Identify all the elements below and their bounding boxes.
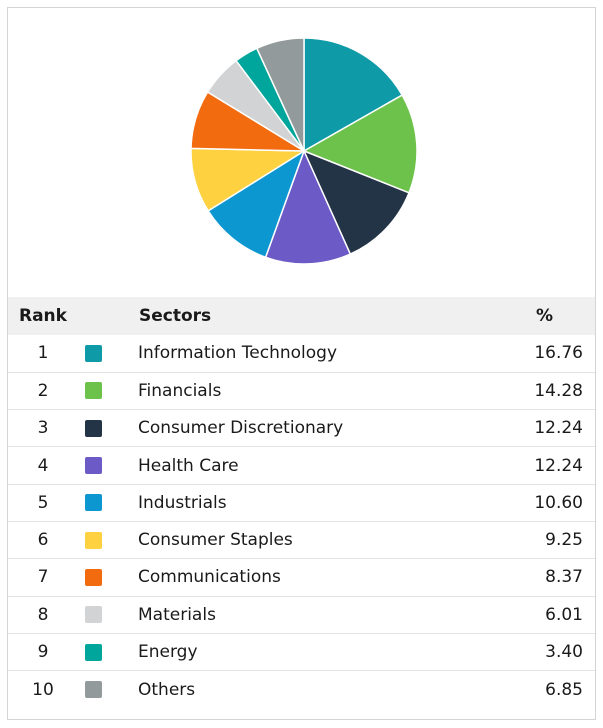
- row-rank: 3: [37, 418, 49, 439]
- table-row: 7 Communications 8.37: [8, 559, 595, 597]
- row-percent: 6.01: [545, 604, 583, 625]
- table-header-row: Rank Sectors %: [8, 297, 595, 335]
- row-percent: 6.85: [545, 679, 583, 700]
- row-swatch-cell: [78, 372, 138, 409]
- row-rank: 9: [37, 642, 49, 663]
- header-sectors: Sectors: [139, 306, 212, 326]
- legend-color-swatch: [85, 643, 102, 661]
- row-sector-name: Health Care: [138, 455, 239, 476]
- row-swatch-cell: [78, 596, 138, 633]
- row-percent: 9.25: [545, 530, 583, 551]
- row-sector-name: Materials: [138, 604, 216, 625]
- row-sector-name: Industrials: [138, 492, 227, 513]
- row-rank: 6: [37, 530, 49, 551]
- sector-table: Rank Sectors % 1 Information Technology 16…: [8, 297, 595, 708]
- row-rank: 8: [37, 604, 49, 625]
- row-sector-name: Financials: [138, 380, 222, 401]
- row-rank: 10: [32, 679, 54, 700]
- legend-color-swatch: [85, 344, 102, 362]
- row-rank: 1: [37, 343, 49, 364]
- row-sector-name: Others: [138, 679, 196, 700]
- legend-color-swatch: [85, 531, 102, 549]
- row-percent: 12.24: [534, 418, 583, 439]
- row-percent: 16.76: [534, 343, 583, 364]
- table-row: 1 Information Technology 16.76: [8, 335, 595, 373]
- row-percent: 12.24: [534, 455, 583, 476]
- table-row: 2 Financials 14.28: [8, 372, 595, 410]
- sector-allocation-card: Rank Sectors % 1 Information Technology 16…: [7, 7, 596, 720]
- sector-pie-chart: [190, 37, 418, 265]
- header-swatch: [78, 297, 138, 335]
- pie-slice-others[interactable]: [255, 37, 305, 152]
- row-rank: 5: [37, 492, 49, 513]
- row-swatch-cell: [78, 559, 138, 596]
- row-percent: 10.60: [534, 492, 583, 513]
- row-sector-name: Communications: [138, 567, 281, 588]
- pie-slice-financials[interactable]: [302, 94, 418, 194]
- legend-color-swatch: [85, 457, 102, 475]
- header-rank: Rank: [19, 306, 67, 326]
- row-sector-name: Consumer Discretionary: [138, 418, 344, 439]
- row-percent: 3.40: [545, 642, 583, 663]
- legend-color-swatch: [85, 606, 102, 624]
- legend-color-swatch: [85, 494, 102, 512]
- header-percent: %: [535, 306, 554, 326]
- row-sector-name: Energy: [138, 642, 198, 663]
- pie-slice-consumer-discretionary[interactable]: [302, 149, 410, 256]
- pie-chart-container: [8, 8, 597, 296]
- pie-slice-information-technology[interactable]: [303, 37, 404, 153]
- row-sector-name: Consumer Staples: [138, 530, 293, 551]
- row-swatch-cell: [78, 521, 138, 558]
- legend-color-swatch: [85, 568, 102, 586]
- row-sector-name: Information Technology: [138, 343, 338, 364]
- row-percent: 14.28: [534, 380, 583, 401]
- row-swatch-cell: [78, 671, 138, 708]
- row-swatch-cell: [78, 447, 138, 484]
- pie-slice-industrials[interactable]: [207, 149, 306, 259]
- legend-color-swatch: [85, 681, 102, 699]
- table-row: 9 Energy 3.40: [8, 633, 595, 671]
- legend-color-swatch: [85, 419, 102, 437]
- table-row: 4 Health Care 12.24: [8, 447, 595, 485]
- table-row: 8 Materials 6.01: [8, 596, 595, 634]
- pie-slice-health-care[interactable]: [264, 149, 352, 265]
- row-rank: 7: [37, 567, 49, 588]
- table-row: 5 Industrials 10.60: [8, 484, 595, 522]
- row-swatch-cell: [78, 633, 138, 670]
- row-rank: 2: [37, 380, 49, 401]
- table-row: 3 Consumer Discretionary 12.24: [8, 410, 595, 447]
- table-row: 6 Consumer Staples 9.25: [8, 521, 595, 559]
- row-swatch-cell: [78, 484, 138, 521]
- table-row: 10 Others 6.85: [8, 671, 595, 708]
- row-percent: 8.37: [545, 567, 583, 588]
- row-swatch-cell: [78, 335, 138, 372]
- legend-color-swatch: [85, 382, 102, 400]
- row-rank: 4: [37, 455, 49, 476]
- row-swatch-cell: [78, 410, 138, 447]
